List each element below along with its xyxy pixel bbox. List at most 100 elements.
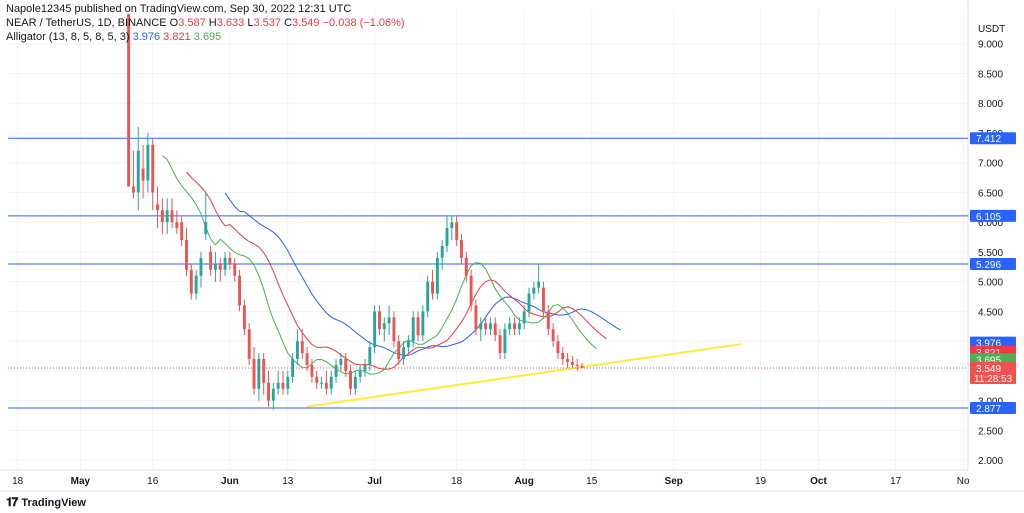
x-tick-label: Sep bbox=[665, 476, 683, 487]
candle-body bbox=[479, 323, 483, 330]
candle-body bbox=[537, 281, 541, 288]
candle-body bbox=[189, 269, 193, 294]
candle-body bbox=[508, 323, 512, 330]
candle-body bbox=[373, 311, 377, 348]
ohlc-close-label: C bbox=[284, 17, 293, 29]
candle-body bbox=[252, 358, 256, 389]
x-tick-label: 17 bbox=[890, 476, 902, 487]
candle-body bbox=[315, 376, 319, 383]
candle-body bbox=[445, 228, 449, 246]
y-tick-label: 2.500 bbox=[978, 426, 1003, 437]
candle-body bbox=[455, 222, 459, 241]
candle-body bbox=[141, 168, 145, 181]
candle-body bbox=[431, 281, 434, 294]
candle-body bbox=[440, 245, 444, 258]
horizontal-line-label: 5.296 bbox=[976, 260, 1001, 271]
candle-body bbox=[204, 222, 208, 235]
candle-body bbox=[493, 323, 497, 336]
candle-body bbox=[503, 329, 507, 354]
candle-body bbox=[165, 210, 169, 223]
candle-body bbox=[527, 293, 531, 312]
candle-body bbox=[329, 376, 333, 389]
candle-body bbox=[233, 263, 237, 276]
alligator-teeth-line bbox=[186, 171, 607, 370]
x-tick-label: 19 bbox=[755, 476, 767, 487]
horizontal-line-label-bg bbox=[970, 132, 1016, 145]
candle-body bbox=[334, 364, 338, 377]
candle-body bbox=[238, 275, 242, 306]
candle-body bbox=[561, 353, 565, 359]
candle-body bbox=[305, 353, 309, 365]
candle-body bbox=[151, 144, 155, 193]
candle-body bbox=[257, 358, 261, 389]
candle-body bbox=[368, 347, 372, 365]
candle-body bbox=[194, 275, 198, 294]
candle-body bbox=[406, 341, 410, 348]
candle-body bbox=[411, 317, 415, 342]
candle-body bbox=[324, 382, 328, 389]
price-label-bg bbox=[970, 336, 1016, 349]
y-tick-label: 5.000 bbox=[978, 278, 1003, 289]
x-tick-label: 18 bbox=[12, 476, 24, 487]
candle-body bbox=[320, 382, 324, 384]
indicator-name: Alligator (13, 8, 5, 8, 5, 3) bbox=[6, 31, 130, 43]
candle-body bbox=[469, 275, 473, 306]
horizontal-line-label-bg bbox=[970, 209, 1016, 222]
candle-body bbox=[580, 365, 584, 368]
x-tick-label: Aug bbox=[514, 476, 533, 487]
candle-body bbox=[570, 361, 574, 365]
candle-body bbox=[339, 358, 343, 365]
candle-body bbox=[402, 347, 406, 359]
candle-body bbox=[156, 204, 159, 211]
chart-grid bbox=[0, 0, 1024, 492]
candle-body bbox=[426, 281, 430, 312]
candle-body bbox=[127, 14, 131, 187]
candle-body bbox=[517, 323, 521, 330]
ohlc-high-label: H bbox=[208, 17, 217, 29]
candle-body bbox=[546, 311, 550, 330]
candle-body bbox=[276, 382, 280, 389]
symbol-legend[interactable]: NEAR / TetherUS, 1D, BINANCE O3.587 H3.6… bbox=[6, 17, 405, 29]
candle-body bbox=[209, 251, 213, 270]
candle-body bbox=[532, 287, 536, 294]
price-axis[interactable]: USDT2.0002.5003.0003.5004.0004.5005.0005… bbox=[970, 24, 1016, 467]
x-tick-label: Jul bbox=[367, 476, 382, 487]
candle-body bbox=[450, 222, 454, 229]
candle-body bbox=[460, 240, 463, 258]
ohlc-close: 3.549 bbox=[292, 17, 320, 29]
candle-body bbox=[421, 311, 425, 336]
candle-body bbox=[185, 240, 188, 270]
candle-body bbox=[160, 210, 164, 223]
x-tick-label: May bbox=[71, 476, 91, 487]
indicator-legend[interactable]: Alligator (13, 8, 5, 8, 5, 3) 3.976 3.82… bbox=[6, 31, 221, 43]
time-axis[interactable]: 18 May 16 Jun 13 Jul 18 Aug 15 Sep 19 Oct 17 No bbox=[12, 476, 970, 487]
candle-body bbox=[522, 311, 526, 324]
x-tick-label: Jun bbox=[221, 476, 239, 487]
candle-body bbox=[262, 358, 266, 383]
currency-label: USDT bbox=[978, 24, 1005, 35]
ohlc-open: 3.587 bbox=[178, 17, 206, 29]
candle-body bbox=[358, 370, 362, 377]
ohlc-low-label: L bbox=[247, 17, 254, 29]
price-label: 3.549 bbox=[976, 364, 1001, 375]
horizontal-line-label: 6.105 bbox=[976, 212, 1001, 223]
candle-body bbox=[498, 335, 502, 354]
candle-body bbox=[556, 341, 560, 354]
y-tick-label: 6.500 bbox=[978, 188, 1003, 199]
candle-body bbox=[488, 323, 492, 330]
candle-body bbox=[435, 257, 439, 294]
horizontal-line-label-bg bbox=[970, 401, 1016, 414]
countdown-label: 11:28:53 bbox=[974, 374, 1013, 385]
publish-info: Napole12345 published on TradingView.com… bbox=[6, 3, 351, 15]
candle-body bbox=[199, 257, 203, 276]
candle-body bbox=[271, 388, 275, 401]
candle-body bbox=[349, 370, 352, 389]
candle-body bbox=[286, 376, 290, 389]
tradingview-branding[interactable]: 𝟏𝟕 TradingView bbox=[6, 495, 86, 510]
ohlc-change: −0.038 (−1.06%) bbox=[322, 17, 405, 29]
candle-body bbox=[310, 364, 314, 377]
price-label: 3.695 bbox=[976, 355, 1001, 366]
horizontal-line-label: 7.412 bbox=[976, 134, 1001, 145]
y-tick-label: 6.000 bbox=[978, 218, 1003, 229]
